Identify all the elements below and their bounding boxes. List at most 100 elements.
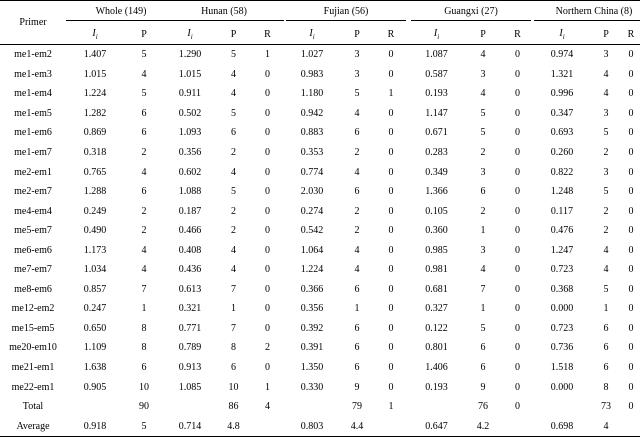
value-cell: 3 [603,107,609,119]
value-cell: 2 [141,225,147,237]
primer-cell: me15-em5 [11,322,55,334]
value-cell: 1.109 [83,342,107,354]
value-cell: 2 [480,205,486,217]
primer-cell: Average [0,416,66,437]
value-cell: 7 [231,283,236,295]
table-row: me20-em10 1.109 8 0.789 8 2 0.391 6 0 0.801 6 0 0.73… [0,338,640,358]
value-cell: 1.321 [550,68,574,80]
table-row: me1-em5 1.282 6 0.502 5 0 0.942 4 0 1.147 5 0 0.347 3… [0,104,640,124]
primer-cell: me7-em7 [14,264,52,276]
value-cell: 6 [141,362,147,374]
value-cell: 0.330 [300,381,324,393]
value-cell: 2 [141,205,147,217]
value-cell: 0.392 [300,322,324,334]
value-cell: 0.321 [178,303,202,315]
table-row: Average 0.918 5 0.714 4.8 0.803 4.4 0.647 4.2 0.6… [0,416,640,437]
value-cell: 0 [628,244,634,256]
subcol-header: P [124,24,164,45]
value-cell: 4 [590,416,622,437]
value-cell: 6 [480,342,486,354]
value-cell: 0 [515,283,520,295]
table-row: me1-em6 0.869 6 1.093 6 0 0.883 6 0 0.671 5 0 0.693 5… [0,123,640,143]
value-cell: 0.905 [83,381,107,393]
value-cell: 5 [231,186,236,198]
value-cell: 0.647 [408,416,465,437]
value-cell: 0.983 [300,68,324,80]
value-cell: 1 [141,303,147,315]
value-cell: 0 [388,49,394,61]
value-cell: 0 [265,225,270,237]
value-cell: 0.587 [425,68,448,80]
value-cell: 0 [388,264,394,276]
value-cell: 4 [141,68,147,80]
subcol-header: R [251,24,284,45]
value-cell: 0 [628,68,634,80]
value-cell: 0 [515,401,520,413]
value-cell: 1.173 [83,244,107,256]
primer-cell: me8-em6 [14,283,52,295]
subcol-header: Ii [408,24,465,45]
value-cell: 0 [515,225,520,237]
value-cell: 1.407 [83,49,107,61]
value-cell [622,416,640,437]
value-cell: 79 [352,401,362,413]
value-cell: 6 [480,186,486,198]
primer-cell: me1-em6 [14,127,52,139]
value-cell: 0.974 [550,49,574,61]
value-cell: 0 [628,264,634,276]
value-cell: 0 [628,342,634,354]
value-cell: 6 [354,322,360,334]
value-cell: 0 [515,264,520,276]
value-cell: 9 [480,381,486,393]
value-cell: 7 [231,322,236,334]
value-cell: 0 [628,166,634,178]
value-cell: 2 [354,205,360,217]
value-cell: 3 [480,244,486,256]
value-cell: 2 [354,147,360,158]
value-cell: 1.248 [550,186,574,198]
primer-cell: me1-em4 [14,88,52,100]
value-cell: 0.774 [300,166,324,178]
value-cell: 2 [603,147,609,158]
value-cell: 5 [231,49,236,61]
value-cell: 0 [628,49,634,61]
value-cell: 0.476 [550,225,574,237]
value-cell: 0 [388,225,394,237]
value-cell: 0.981 [425,264,448,276]
subcol-header: P [340,24,374,45]
value-cell: 0 [388,362,394,374]
subcol-header: R [622,24,640,45]
value-cell: 2 [603,225,609,237]
value-cell: 1.015 [178,68,202,80]
value-cell: 6 [354,362,360,374]
value-cell: 0.913 [178,362,202,374]
value-cell: 0.542 [300,225,324,237]
value-cell: 5 [141,49,147,61]
value-cell: 0 [628,107,634,119]
table-header-row-subcols: Ii P Ii P R Ii P R Ii P R Ii P R [0,24,640,45]
value-cell: 1.350 [300,362,324,374]
value-cell: 2.030 [300,186,324,198]
value-cell: 0 [388,322,394,334]
value-cell: 0 [628,283,634,295]
value-cell: 6 [480,362,486,374]
value-cell: 0.714 [164,416,216,437]
value-cell: 0 [388,205,394,217]
value-cell: 0.822 [550,166,574,178]
value-cell: 0.803 [284,416,340,437]
primer-cell: me6-em6 [14,244,52,256]
value-cell: 0 [628,322,634,334]
value-cell: 0.436 [178,264,202,276]
value-cell: 1.638 [83,362,107,374]
value-cell: 1.034 [83,264,107,276]
value-cell: 4 [354,264,360,276]
value-cell: 0.368 [550,283,574,295]
table-body: me1-em2 1.407 5 1.290 5 1 1.027 3 0 1.087 4 0 0.974 3… [0,45,640,437]
value-cell: 4 [231,166,236,178]
value-cell: 8 [603,381,609,393]
subcol-header: P [465,24,501,45]
group-header-hunan: Hunan (58) [164,0,284,24]
subcol-header: Ii [534,24,590,45]
